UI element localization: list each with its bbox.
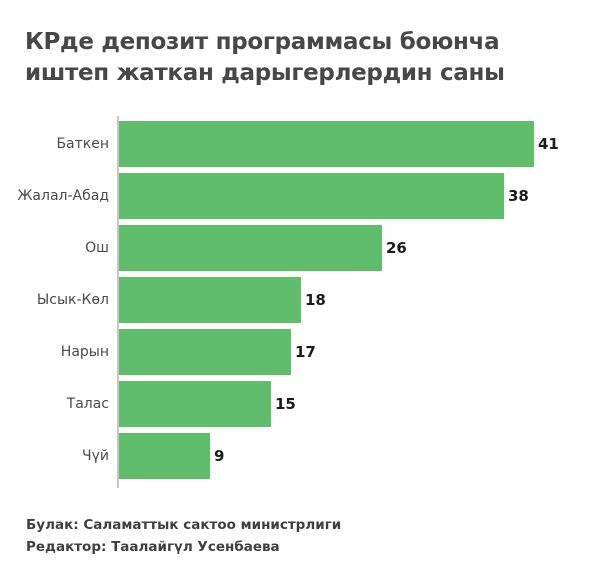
value-label: 17: [295, 343, 316, 361]
chart-footer: Булак: Саламаттык сактоо министрлиги Ред…: [26, 514, 341, 558]
bar-track: 17: [119, 329, 600, 375]
category-label: Жалал-Абад: [17, 188, 109, 204]
category-label: Ош: [85, 240, 109, 256]
bar: [119, 121, 534, 167]
bar-track: 15: [119, 381, 600, 427]
bar-rows: Баткен 41 Жалал-Абад 38 Ош 26 Ысык-Көл 18 Нарын 1…: [0, 116, 600, 479]
bar: [119, 381, 271, 427]
category-label: Талас: [66, 396, 109, 412]
bar-row: Талас 15: [0, 381, 600, 427]
value-label: 38: [508, 187, 529, 205]
bar-row: Баткен 41: [0, 121, 600, 167]
bar: [119, 329, 291, 375]
bar-row: Ысык-Көл 18: [0, 277, 600, 323]
editor-note: Редактор: Таалайгүл Усенбаева: [26, 539, 280, 555]
bar-row: Жалал-Абад 38: [0, 173, 600, 219]
bar-row: Ош 26: [0, 225, 600, 271]
bar: [119, 225, 382, 271]
bar: [119, 277, 301, 323]
bar-track: 26: [119, 225, 600, 271]
bar: [119, 173, 504, 219]
category-label: Нарын: [60, 344, 109, 360]
value-label: 41: [538, 135, 559, 153]
value-label: 15: [275, 395, 296, 413]
chart-title: КРде депозит программасы боюнча иштеп жа…: [25, 27, 505, 89]
value-label: 26: [386, 239, 407, 257]
bar-track: 38: [119, 173, 600, 219]
category-label: Чүй: [82, 448, 109, 464]
category-label: Баткен: [56, 136, 109, 152]
bar-track: 9: [119, 433, 600, 479]
bar-track: 18: [119, 277, 600, 323]
bar: [119, 433, 210, 479]
chart-title-line-1: КРде депозит программасы боюнча: [25, 29, 500, 55]
bar-chart: Баткен 41 Жалал-Абад 38 Ош 26 Ысык-Көл 18 Нарын 1…: [0, 116, 600, 488]
source-note: Булак: Саламаттык сактоо министрлиги: [26, 517, 342, 533]
value-label: 18: [305, 291, 326, 309]
y-axis-line: [117, 116, 119, 488]
bar-row: Чүй 9: [0, 433, 600, 479]
value-label: 9: [214, 447, 225, 465]
bar-track: 41: [119, 121, 600, 167]
category-label: Ысык-Көл: [36, 292, 109, 308]
chart-title-line-2: иштеп жаткан дарыгерлердин саны: [25, 60, 505, 86]
bar-row: Нарын 17: [0, 329, 600, 375]
